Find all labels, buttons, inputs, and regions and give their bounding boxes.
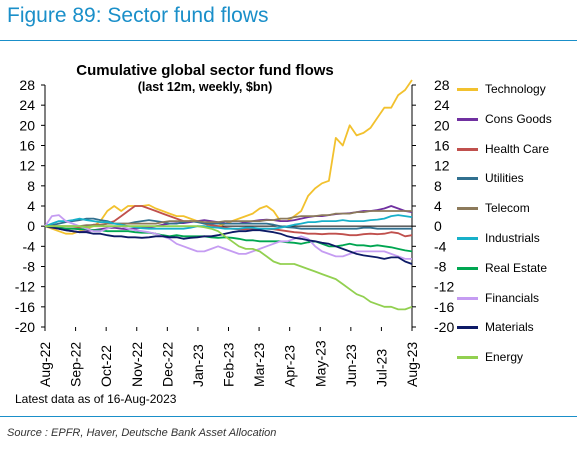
legend-label: Materials [485,320,534,335]
series-line-materials [44,225,413,265]
figure-title-rule [0,40,577,41]
y-tick-label-left: 8 [27,178,35,194]
x-tick-label: Dec-22 [159,342,175,387]
legend-swatch [457,326,478,330]
y-tick-label-right: -8 [434,259,447,275]
legend-swatch [457,147,478,151]
footnote: Latest data as of 16-Aug-2023 [15,392,177,406]
series-line-utilities [44,217,412,230]
y-tick-label-left: -12 [15,279,35,295]
legend-label: Energy [485,350,524,365]
y-tick-label-right: 16 [434,138,450,154]
chart-title: Cumulative global sector fund flows [76,62,334,79]
x-tick-label: Mar-23 [251,342,267,387]
y-tick-label-left: 24 [19,97,35,113]
x-tick-label: Aug-23 [404,342,420,387]
y-tick-label-right: 28 [434,77,450,93]
y-tick-label-right: 24 [434,97,450,113]
legend-label: Financials [485,290,540,305]
y-tick-label-left: 4 [27,198,35,214]
x-tick-label: Apr-23 [282,345,298,387]
y-tick-label-left: 12 [19,158,35,174]
y-tick-label-left: 20 [19,117,35,133]
series-line-telecom [45,210,412,228]
legend-label: Utilities [485,171,524,186]
series-line-energy [45,225,413,311]
y-tick-label-right: 20 [434,117,450,133]
y-tick-label-left: -8 [23,259,36,275]
legend-swatch [457,296,478,300]
legend-swatch [457,88,478,91]
y-tick-label-right: -4 [434,238,447,254]
y-tick-label-right: 8 [434,178,442,194]
y-tick-label-right: -16 [434,299,454,315]
y-tick-label-right: 0 [434,218,442,234]
x-tick-label: Nov-22 [129,342,145,387]
legend-swatch [457,356,478,360]
legend-label: Telecom [485,201,530,216]
legend-swatch [457,266,478,270]
legend-swatch [457,177,478,181]
x-tick-label: May-23 [312,340,328,387]
y-tick-label-right: -20 [434,319,454,335]
y-tick-label-left: -16 [15,299,35,315]
series-line-real-estate [44,225,413,253]
source-note: Source : EPFR, Haver, Deutsche Bank Asse… [7,427,277,439]
chart-subtitle: (last 12m, weekly, $bn) [137,80,273,94]
chart-series [44,79,413,311]
series-line-financials [44,214,412,260]
x-tick-label: Jul-23 [373,349,389,387]
x-tick-label: Sep-22 [68,342,84,387]
series-line-industrials [44,214,413,230]
x-tick-label: Feb-23 [221,342,237,387]
legend-label: Real Estate [485,260,548,275]
y-tick-label-right: 4 [434,198,442,214]
chart-axes: 28 28 24 24 20 20 16 16 12 12 8 8 4 4 0 0 -4 -4 -8 -8 -12 -12… [15,77,455,387]
legend-label: Cons Goods [485,111,552,126]
figure-title: Figure 89: Sector fund flows [7,4,269,27]
legend-swatch [457,117,478,121]
y-tick-label-left: 28 [19,77,35,93]
y-tick-label-right: -12 [434,279,454,295]
y-tick-label-left: -20 [15,319,35,335]
legend-label: Health Care [485,141,550,156]
y-tick-label-left: -4 [23,238,36,254]
x-tick-label: Aug-22 [37,342,53,387]
legend-label: Industrials [485,231,540,245]
x-tick-label: Jun-23 [343,344,359,387]
legend-swatch [457,237,478,240]
legend-label: Technology [485,82,546,96]
series-line-technology [44,79,413,235]
x-tick-label: Oct-22 [98,345,114,387]
x-tick-label: Jan-23 [190,344,206,387]
y-tick-label-left: 0 [27,218,35,234]
source-rule [0,416,577,417]
y-tick-label-left: 16 [19,138,35,154]
legend-swatch [457,207,478,211]
y-tick-label-right: 12 [434,158,450,174]
